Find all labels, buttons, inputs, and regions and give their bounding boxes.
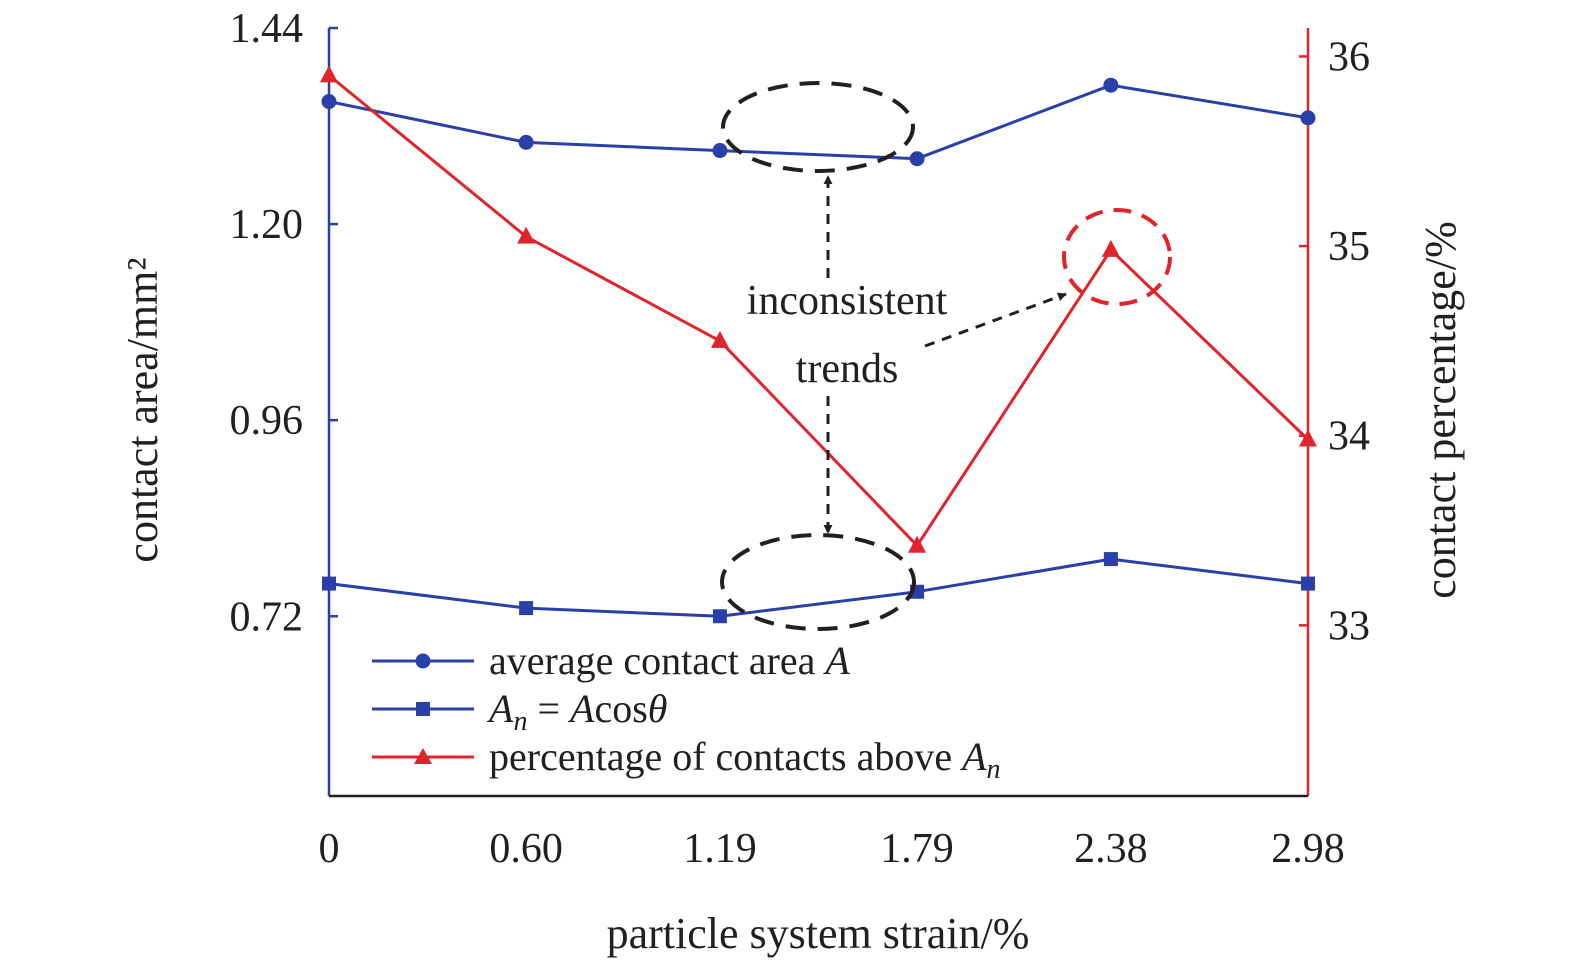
series-line (328, 557, 1309, 618)
series-layer (320, 65, 1317, 624)
data-point-square (1301, 576, 1315, 591)
axes (327, 28, 1310, 798)
right-y-tick-label: 34 (1328, 414, 1370, 460)
x-tick-label: 0 (319, 826, 340, 872)
legend-item-an: An = Acosθ (372, 686, 667, 737)
legend-label-italic: A (822, 638, 850, 683)
annotation-ellipse-bottom (720, 533, 916, 631)
legend-marker-triangle (414, 748, 432, 764)
data-point-square (712, 609, 727, 624)
legend-label-percentage: percentage of contacts above An (489, 734, 1001, 785)
data-point-square (1103, 552, 1118, 567)
series-line (328, 74, 1310, 548)
x-tick-label: 2.98 (1271, 826, 1345, 872)
data-point-circle (909, 151, 925, 167)
data-point-circle (518, 134, 534, 150)
data-point-triangle (710, 330, 729, 348)
legend-an-equals: = (527, 686, 570, 731)
left-y-tick-label: 0.96 (230, 398, 304, 444)
x-axis-title: particle system strain/% (607, 909, 1030, 958)
data-point-square (322, 576, 336, 591)
legend-an-theta: θ (648, 686, 668, 731)
annotation-text-line2: trends (796, 346, 899, 392)
legend-an-A: A (486, 686, 514, 731)
legend-an-cos: cos (594, 686, 647, 731)
legend-an-sub-n: n (513, 706, 527, 737)
left-y-tick-label: 0.72 (230, 594, 304, 640)
x-tick-label: 1.19 (683, 826, 757, 872)
series-3 (320, 65, 1317, 553)
x-tick-label: 2.38 (1074, 826, 1148, 872)
data-point-circle (1300, 110, 1316, 126)
x-tick-label: 0.60 (489, 826, 563, 872)
data-point-triangle (320, 65, 338, 83)
series-1 (321, 77, 1316, 167)
data-point-triangle (517, 226, 536, 244)
legend-pct-A: A (959, 734, 987, 779)
legend-label-average-contact-area: average contact area A (489, 638, 850, 683)
series-line (328, 83, 1309, 161)
right-y-tick-label: 35 (1328, 224, 1370, 270)
x-ticks: 0 0.60 1.19 1.79 2.38 2.98 (319, 826, 1345, 872)
data-point-triangle (908, 535, 927, 553)
legend: average contact area A An = Acosθ percen… (372, 638, 1001, 785)
series-2 (322, 552, 1315, 624)
legend-an-A2: A (567, 686, 595, 731)
annotation-arrow-right (924, 292, 1067, 348)
data-point-triangle (1101, 239, 1120, 257)
left-y-axis-title: contact area/mm² (118, 257, 167, 562)
data-point-circle (1103, 77, 1119, 93)
right-y-ticks: 36 35 34 33 (1299, 34, 1370, 649)
legend-item-average-contact-area: average contact area A (372, 638, 850, 683)
left-y-ticks: 1.44 1.20 0.96 0.72 (230, 6, 338, 640)
data-point-circle (321, 94, 337, 110)
data-point-square (519, 601, 534, 616)
right-y-tick-label: 36 (1328, 34, 1370, 80)
left-y-tick-label: 1.44 (230, 6, 304, 52)
annotation-text-line1: inconsistent (747, 278, 948, 324)
legend-label-an: An = Acosθ (486, 686, 667, 737)
legend-label-plain: average contact area (489, 638, 825, 683)
data-point-circle (712, 143, 728, 159)
annotation-ellipse-red (1062, 208, 1172, 306)
right-y-axis-title: contact percentage/% (1416, 221, 1465, 598)
legend-marker-circle (415, 653, 431, 669)
left-y-tick-label: 1.20 (230, 202, 304, 248)
x-tick-label: 1.79 (880, 826, 954, 872)
legend-pct-plain: percentage of contacts above (489, 734, 962, 779)
data-point-triangle (1299, 429, 1317, 447)
annotation-ellipse-top (721, 81, 915, 173)
annotations: inconsistent trends (720, 81, 1172, 631)
legend-pct-sub-n: n (987, 754, 1001, 785)
legend-item-percentage: percentage of contacts above An (372, 734, 1001, 785)
legend-marker-square (416, 702, 430, 716)
right-y-tick-label: 33 (1328, 603, 1370, 649)
